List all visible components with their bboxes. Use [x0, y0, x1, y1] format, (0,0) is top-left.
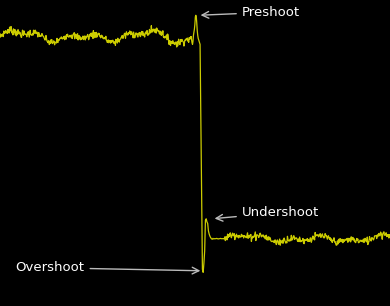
Text: Preshoot: Preshoot [202, 6, 300, 19]
Text: Undershoot: Undershoot [216, 206, 319, 221]
Text: Overshoot: Overshoot [16, 261, 199, 274]
